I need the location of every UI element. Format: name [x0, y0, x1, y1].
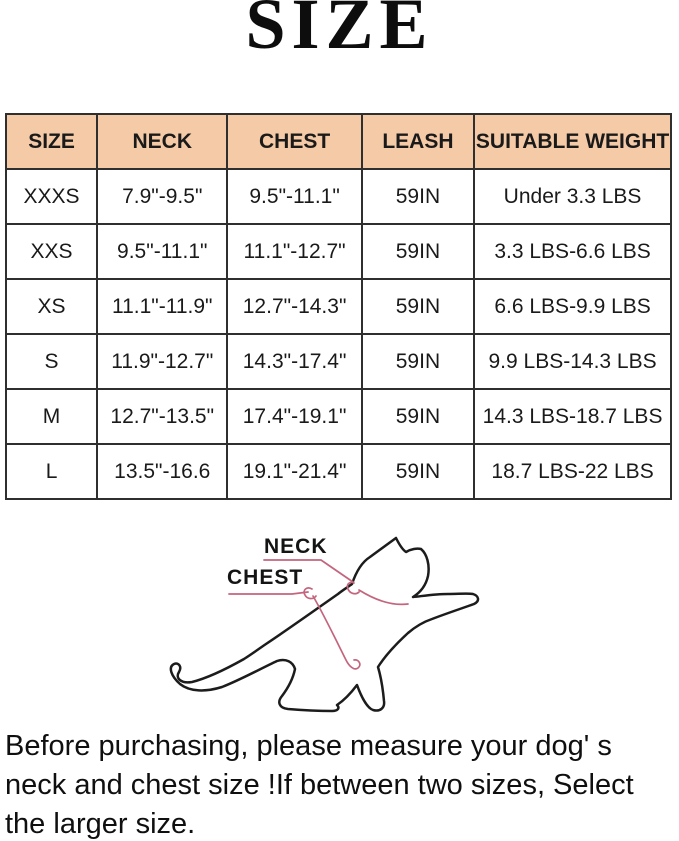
cell-leash: 59IN [360, 388, 476, 445]
cell-neck: 13.5"-16.6 [96, 443, 229, 500]
col-header-weight: SUITABLE WEIGHT [473, 113, 672, 170]
cell-leash: 59IN [360, 443, 476, 500]
cell-size: M [4, 388, 99, 445]
cell-weight: 9.9 LBS-14.3 LBS [473, 333, 672, 390]
chest-leader-line [228, 591, 309, 595]
cell-neck: 9.5"-11.1" [96, 223, 229, 280]
cell-size: XXXS [4, 168, 99, 225]
table-row-xs: XS 11.1"-11.9" 12.7"-14.3" 59IN 6.6 LBS-… [4, 278, 672, 335]
cell-leash: 59IN [360, 278, 476, 335]
measurement-diagram: NECK CHEST [140, 520, 570, 730]
cell-weight: 6.6 LBS-9.9 LBS [473, 278, 672, 335]
note-line: neck and chest size !If between two size… [5, 769, 634, 801]
table-header-row: SIZE NECK CHEST LEASH SUITABLE WEIGHT [4, 113, 672, 170]
cell-neck: 7.9"-9.5" [96, 168, 229, 225]
cell-size: XS [4, 278, 99, 335]
cell-leash: 59IN [360, 333, 476, 390]
cell-weight: 18.7 LBS-22 LBS [473, 443, 672, 500]
page-title: SIZE [245, 0, 434, 64]
cell-chest: 9.5"-11.1" [226, 168, 363, 225]
cell-leash: 59IN [360, 223, 476, 280]
neck-label: NECK [264, 535, 328, 558]
cell-weight: 3.3 LBS-6.6 LBS [473, 223, 672, 280]
chest-label: CHEST [227, 566, 304, 589]
note-line: the larger size. [5, 808, 196, 840]
note-line: Before purchasing, please measure your d… [5, 730, 612, 762]
purchase-note: Before purchasing, please measure your d… [5, 727, 677, 841]
cell-neck: 11.1"-11.9" [96, 278, 229, 335]
cell-chest: 11.1"-12.7" [226, 223, 363, 280]
cell-neck: 12.7"-13.5" [96, 388, 229, 445]
col-header-neck: NECK [96, 113, 229, 170]
cell-leash: 59IN [360, 168, 476, 225]
cell-weight: Under 3.3 LBS [473, 168, 672, 225]
cell-chest: 14.3"-17.4" [226, 333, 363, 390]
cell-size: XXS [4, 223, 99, 280]
cat-body-path [169, 536, 480, 713]
table-row-s: S 11.9"-12.7" 14.3"-17.4" 59IN 9.9 LBS-1… [4, 333, 672, 390]
table-row-xxs: XXS 9.5"-11.1" 11.1"-12.7" 59IN 3.3 LBS-… [4, 223, 672, 280]
harness-chest-strap [303, 587, 361, 670]
cell-size: L [4, 443, 99, 500]
size-table: SIZE NECK CHEST LEASH SUITABLE WEIGHT XX… [4, 113, 672, 500]
cell-weight: 14.3 LBS-18.7 LBS [473, 388, 672, 445]
col-header-size: SIZE [4, 113, 99, 170]
cell-chest: 12.7"-14.3" [226, 278, 363, 335]
cat-outline-drawing [169, 536, 480, 713]
col-header-chest: CHEST [226, 113, 363, 170]
cell-chest: 17.4"-19.1" [226, 388, 363, 445]
neck-leader-line [263, 559, 354, 583]
table-row-l: L 13.5"-16.6 19.1"-21.4" 59IN 18.7 LBS-2… [4, 443, 672, 500]
table-row-xxxs: XXXS 7.9"-9.5" 9.5"-11.1" 59IN Under 3.3… [4, 168, 672, 225]
cell-chest: 19.1"-21.4" [226, 443, 363, 500]
cell-neck: 11.9"-12.7" [96, 333, 229, 390]
table-row-m: M 12.7"-13.5" 17.4"-19.1" 59IN 14.3 LBS-… [4, 388, 672, 445]
cell-size: S [4, 333, 99, 390]
col-header-leash: LEASH [360, 113, 476, 170]
harness-neck-strap [346, 581, 409, 606]
